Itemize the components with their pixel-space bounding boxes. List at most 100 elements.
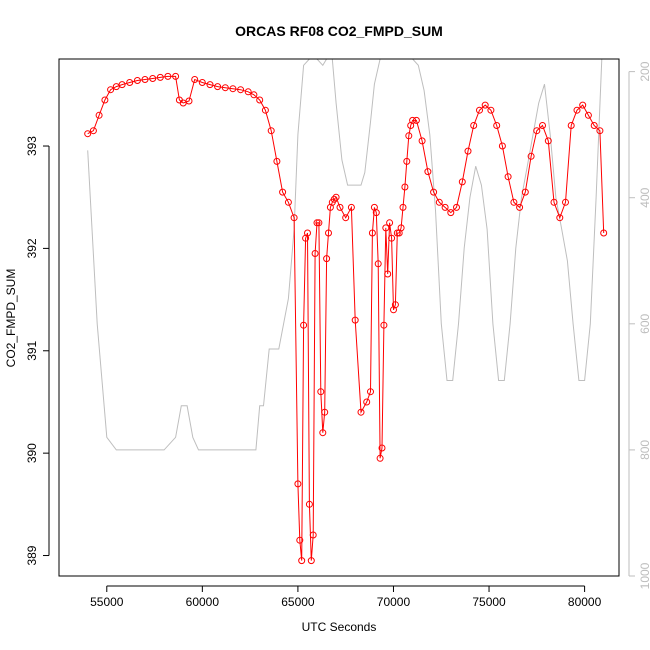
y2-tick-label: 600 (638, 313, 650, 333)
co2-point (363, 398, 371, 406)
co2-point (198, 79, 206, 86)
co2-point (584, 111, 592, 119)
co2-point (347, 203, 355, 211)
x-tick-label: 55000 (90, 595, 124, 609)
co2-point (351, 316, 359, 324)
co2-point (336, 203, 344, 211)
co2-point (401, 183, 409, 191)
co2-point (527, 152, 535, 160)
co2-point (321, 408, 329, 416)
x-tick-label: 70000 (377, 595, 411, 609)
co2-point (298, 557, 306, 565)
co2-point (357, 408, 365, 416)
co2-point (458, 178, 466, 186)
co2-point (172, 72, 180, 80)
co2-point (504, 173, 512, 181)
co2-point (476, 106, 483, 114)
co2-point (487, 106, 495, 114)
pressure-series (87, 58, 603, 451)
x-axis-label: UTC Seconds (302, 620, 377, 634)
x-tick-label: 80000 (568, 595, 602, 609)
axes: 55000 60000 65000 70000 75000 80000 389 390 391 3… (25, 61, 650, 609)
co2-point (330, 195, 338, 203)
co2-point (376, 454, 384, 462)
y-tick-label: 393 (25, 136, 39, 156)
co2-point (397, 224, 405, 232)
co2-point (221, 84, 229, 92)
co2-point (441, 203, 449, 211)
co2-point (539, 122, 546, 129)
co2-point (185, 97, 193, 105)
co2-point (307, 557, 315, 565)
co2-point (409, 116, 417, 124)
y2-tick-label: 400 (638, 187, 650, 207)
co2-point (273, 157, 281, 165)
co2-series (84, 72, 608, 565)
pressure-line (87, 58, 603, 451)
co2-point (562, 198, 569, 206)
co2-point (493, 122, 501, 129)
co2-point (107, 86, 115, 94)
co2-point (342, 214, 350, 222)
y-tick-label: 390 (25, 443, 39, 463)
co2-point (332, 193, 340, 201)
co2-point (403, 157, 411, 165)
co2-point (533, 127, 541, 135)
co2-point (590, 122, 598, 129)
co2-point (393, 229, 401, 237)
x-tick-label: 60000 (186, 595, 220, 609)
co2-point (600, 229, 608, 237)
co2-point (311, 250, 319, 257)
co2-point (300, 321, 308, 329)
co2-point (89, 127, 97, 135)
co2-point (294, 480, 302, 488)
co2-point (256, 96, 264, 104)
co2-point (382, 224, 390, 232)
co2-point (567, 122, 575, 129)
co2-point (133, 77, 141, 84)
co2-point (244, 88, 252, 96)
co2-point (149, 75, 157, 82)
co2-point (374, 260, 382, 268)
co2-point (378, 444, 386, 452)
co2-point (315, 219, 323, 227)
co2-point (391, 301, 399, 309)
co2-point (214, 83, 222, 91)
y-tick-label: 392 (25, 238, 39, 258)
co2-point (95, 111, 103, 119)
co2-point (229, 85, 237, 93)
co2-point (573, 106, 581, 114)
co2-point (118, 81, 126, 89)
y-axis-label: CO2_FMPD_SUM (4, 269, 18, 368)
co2-point (156, 73, 164, 81)
co2-point (84, 130, 92, 138)
co2-point (261, 106, 269, 114)
co2-line (87, 75, 605, 561)
co2-point (323, 255, 331, 263)
co2-point (498, 142, 506, 150)
co2-point (317, 388, 325, 396)
co2-point (372, 209, 380, 217)
co2-point (267, 127, 275, 135)
co2-point (470, 122, 478, 129)
co2-point (510, 198, 518, 206)
chart-title: ORCAS RF08 CO2_FMPD_SUM (235, 23, 443, 39)
co2-point (418, 137, 426, 145)
co2-point (368, 229, 376, 237)
co2-point (447, 209, 455, 217)
co2-point (380, 321, 388, 329)
co2-point (319, 429, 327, 437)
co2-point (304, 229, 311, 237)
co2-point (250, 91, 258, 99)
co2-point (386, 219, 394, 227)
co2-point (126, 79, 134, 86)
plot-frame (58, 58, 620, 577)
co2-point (556, 214, 564, 222)
co2-point (550, 198, 558, 206)
co2-point (516, 203, 524, 211)
co2-point (309, 531, 317, 539)
co2-point (290, 214, 298, 222)
y-tick-label: 391 (25, 340, 39, 360)
co2-point (399, 203, 407, 211)
